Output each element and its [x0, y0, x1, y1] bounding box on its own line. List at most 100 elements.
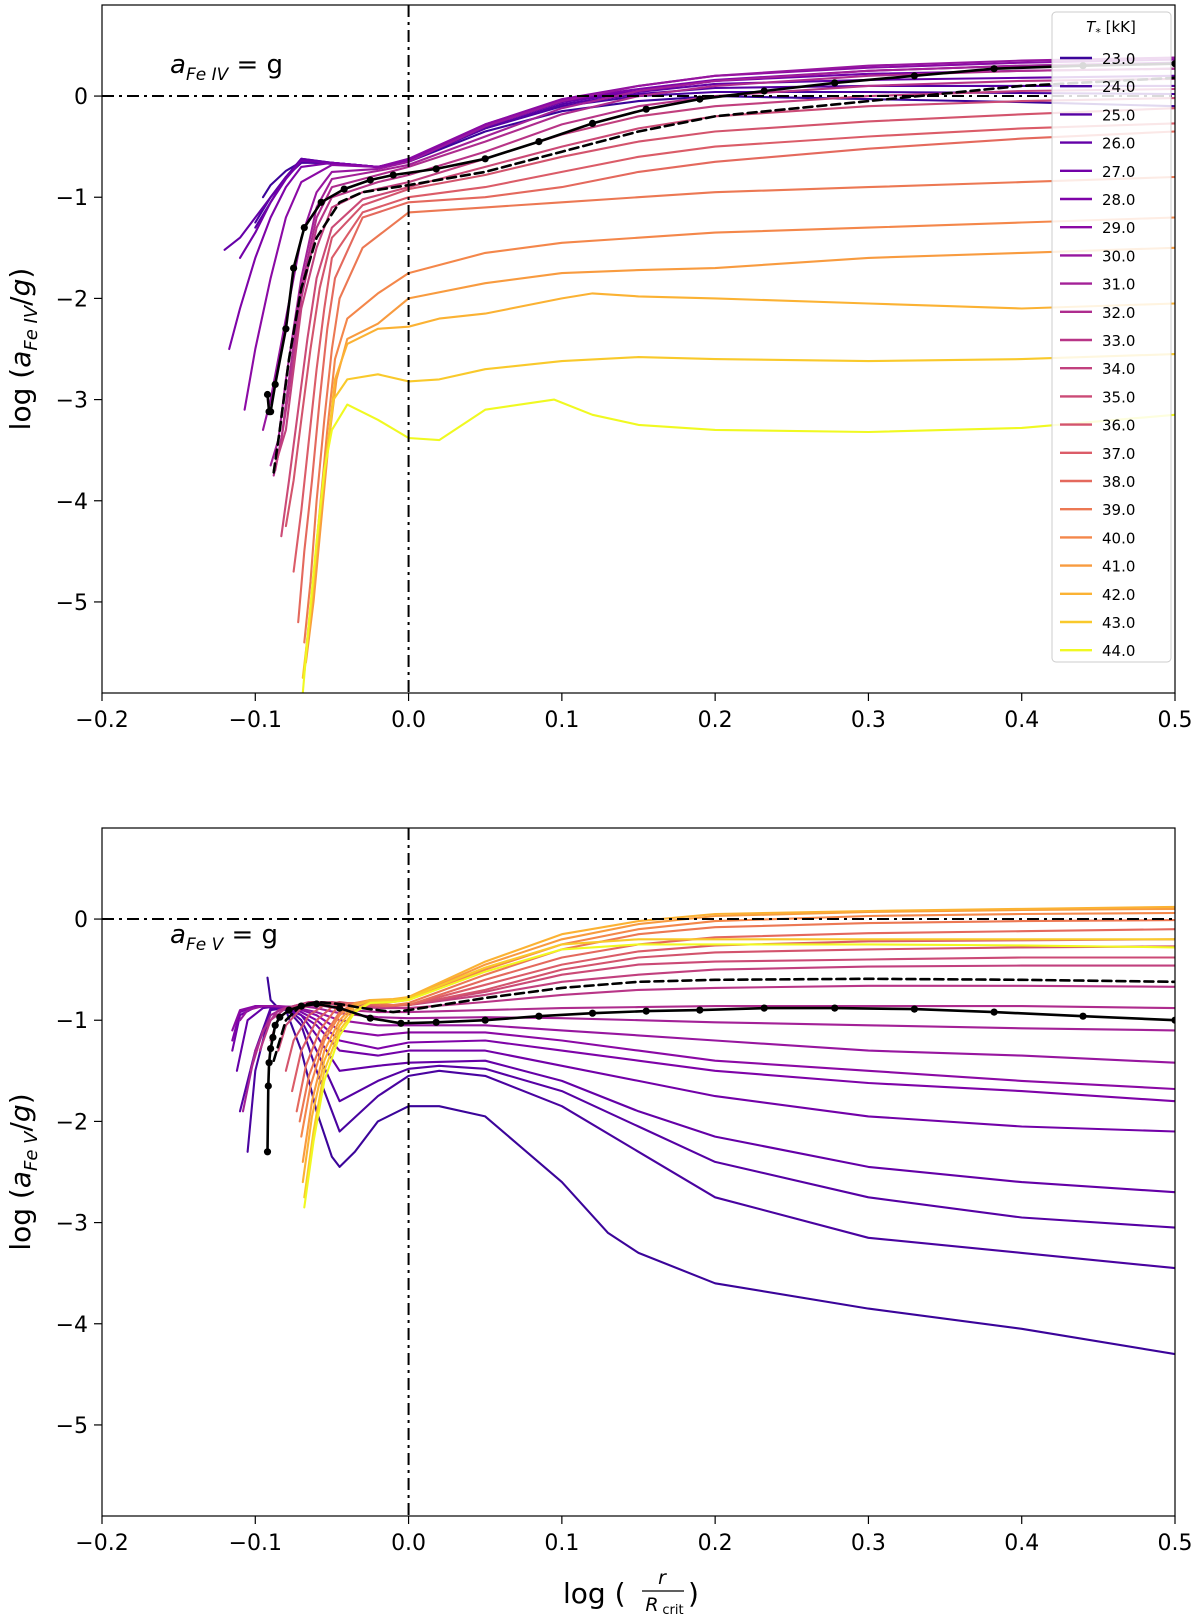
reference-marker — [263, 1148, 272, 1156]
reference-marker — [481, 155, 489, 163]
series-line-38.0 — [297, 130, 1175, 624]
x-tick-label: −0.1 — [229, 708, 282, 733]
y-axis-label-fe-v: log (aFe V/g) — [4, 1093, 42, 1250]
reference-marker — [389, 171, 397, 179]
x-axis-label-log: log ( — [563, 1577, 626, 1610]
reference-marker — [990, 65, 998, 73]
legend-label-26.0: 26.0 — [1102, 135, 1135, 153]
y-tick-label: 0 — [74, 85, 88, 110]
x-axis-label-numerator: r — [658, 1567, 667, 1589]
reference-marker — [267, 408, 275, 416]
plot-area-background — [102, 828, 1175, 1516]
x-axis-label: log ( r R crit ) — [563, 1567, 699, 1618]
reference-marker — [265, 1059, 273, 1067]
legend-label-35.0: 35.0 — [1102, 388, 1135, 406]
y-tick-label: −5 — [56, 1414, 88, 1439]
legend-label-25.0: 25.0 — [1102, 106, 1135, 124]
reference-lines — [102, 5, 1175, 693]
axes: −0.2 −0.1 0.0 0.1 0.2 0.3 0.4 0.5 0 −1 −2 −3 −4 −5 — [56, 85, 1193, 733]
reference-marker — [300, 224, 308, 232]
annotation-fe-v: aFe V = g — [170, 920, 278, 955]
reference-marker — [276, 1013, 284, 1021]
y-tick-label: −3 — [56, 389, 88, 414]
legend-label-24.0: 24.0 — [1102, 78, 1135, 96]
x-tick-label: −0.2 — [75, 1531, 128, 1556]
x-tick-label: 0.5 — [1158, 1531, 1193, 1556]
reference-marker — [397, 1019, 405, 1027]
legend-label-31.0: 31.0 — [1102, 276, 1135, 294]
legend-label-28.0: 28.0 — [1102, 191, 1135, 209]
legend-label-29.0: 29.0 — [1102, 219, 1135, 237]
legend-label-38.0: 38.0 — [1102, 473, 1135, 491]
annotation-fe-iv: aFe IV = g — [170, 50, 283, 85]
reference-marker — [760, 1004, 768, 1012]
reference-marker — [990, 1008, 998, 1016]
legend-label-30.0: 30.0 — [1102, 247, 1135, 265]
legend-label-34.0: 34.0 — [1102, 360, 1135, 378]
y-axis-label-fe-iv: log (aFe IV/g) — [4, 268, 42, 431]
plot-area-background — [102, 5, 1175, 693]
legend-label-40.0: 40.0 — [1102, 529, 1135, 547]
reference-marker — [696, 1006, 704, 1014]
reference-marker — [696, 95, 704, 103]
y-tick-label: −2 — [56, 287, 88, 312]
reference-marker — [263, 390, 272, 399]
x-tick-label: 0.3 — [851, 1531, 886, 1556]
series-line-30.0 — [238, 1005, 1175, 1064]
reference-marker — [432, 165, 440, 173]
legend-label-41.0: 41.0 — [1102, 558, 1135, 576]
x-tick-label: 0.3 — [851, 708, 886, 733]
legend-title: T* [kK] — [1086, 18, 1136, 39]
reference-marker — [366, 176, 374, 184]
reference-marker — [340, 185, 348, 193]
legend-label-36.0: 36.0 — [1102, 417, 1135, 435]
y-tick-label: −1 — [56, 186, 88, 211]
y-tick-label: −1 — [56, 1009, 88, 1034]
reference-marker — [642, 1007, 650, 1015]
reference-marker — [432, 1018, 440, 1026]
reference-marker — [1171, 60, 1175, 68]
reference-marker — [535, 138, 543, 146]
legend-entries: 23.0 24.0 25.0 26.0 27.0 28.0 29.0 30.0 31.0 32.0… — [1060, 50, 1135, 660]
panel-fe-iv: −0.2 −0.1 0.0 0.1 0.2 0.3 0.4 0.5 0 −1 −2 −3 −4 −5 aF… — [4, 4, 1193, 733]
x-tick-label: 0.5 — [1158, 708, 1193, 733]
series-line-44.0 — [303, 943, 1175, 1209]
x-axis-label-denominator: R — [645, 1594, 658, 1616]
legend-frame — [1051, 11, 1172, 663]
x-axis-label-close: ) — [688, 1577, 699, 1610]
reference-marker — [910, 72, 919, 80]
x-tick-label: 0.2 — [698, 1531, 733, 1556]
legend-label-33.0: 33.0 — [1102, 332, 1135, 350]
legend: T* [kK] 23.0 24.0 25.0 26.0 27.0 28.0 29.0 30.0… — [1051, 11, 1172, 663]
legend-label-27.0: 27.0 — [1102, 163, 1135, 181]
x-tick-label: −0.2 — [75, 708, 128, 733]
reference-marker — [271, 380, 279, 388]
y-tick-label: 0 — [74, 908, 88, 933]
reference-marker — [282, 325, 290, 333]
y-tick-label: −4 — [56, 1313, 88, 1338]
x-tick-label: 0.0 — [391, 1531, 426, 1556]
legend-label-44.0: 44.0 — [1102, 642, 1135, 660]
reference-marker — [831, 79, 839, 87]
legend-label-23.0: 23.0 — [1102, 50, 1135, 68]
plot-frame — [101, 4, 1176, 694]
y-tick-label: −2 — [56, 1110, 88, 1135]
reference-marker — [336, 1004, 344, 1012]
legend-label-39.0: 39.0 — [1102, 501, 1135, 519]
reference-marker — [1079, 1012, 1087, 1020]
reference-marker — [317, 198, 325, 206]
reference-marker — [269, 1033, 277, 1041]
reference-marker — [285, 1006, 293, 1014]
y-tick-label: −4 — [56, 490, 88, 515]
series-line-44.0 — [301, 398, 1175, 693]
x-tick-label: 0.4 — [1004, 1531, 1039, 1556]
x-tick-label: 0.1 — [544, 1531, 579, 1556]
y-tick-label: −3 — [56, 1212, 88, 1237]
reference-marker — [481, 1016, 489, 1024]
axes: −0.2 −0.1 0.0 0.1 0.2 0.3 0.4 0.5 0 −1 −2 −3 −4 −5 — [56, 908, 1193, 1556]
x-tick-label: 0.2 — [698, 708, 733, 733]
reference-lines — [102, 828, 1175, 1516]
x-axis-label-denominator-sub: crit — [662, 1603, 683, 1616]
